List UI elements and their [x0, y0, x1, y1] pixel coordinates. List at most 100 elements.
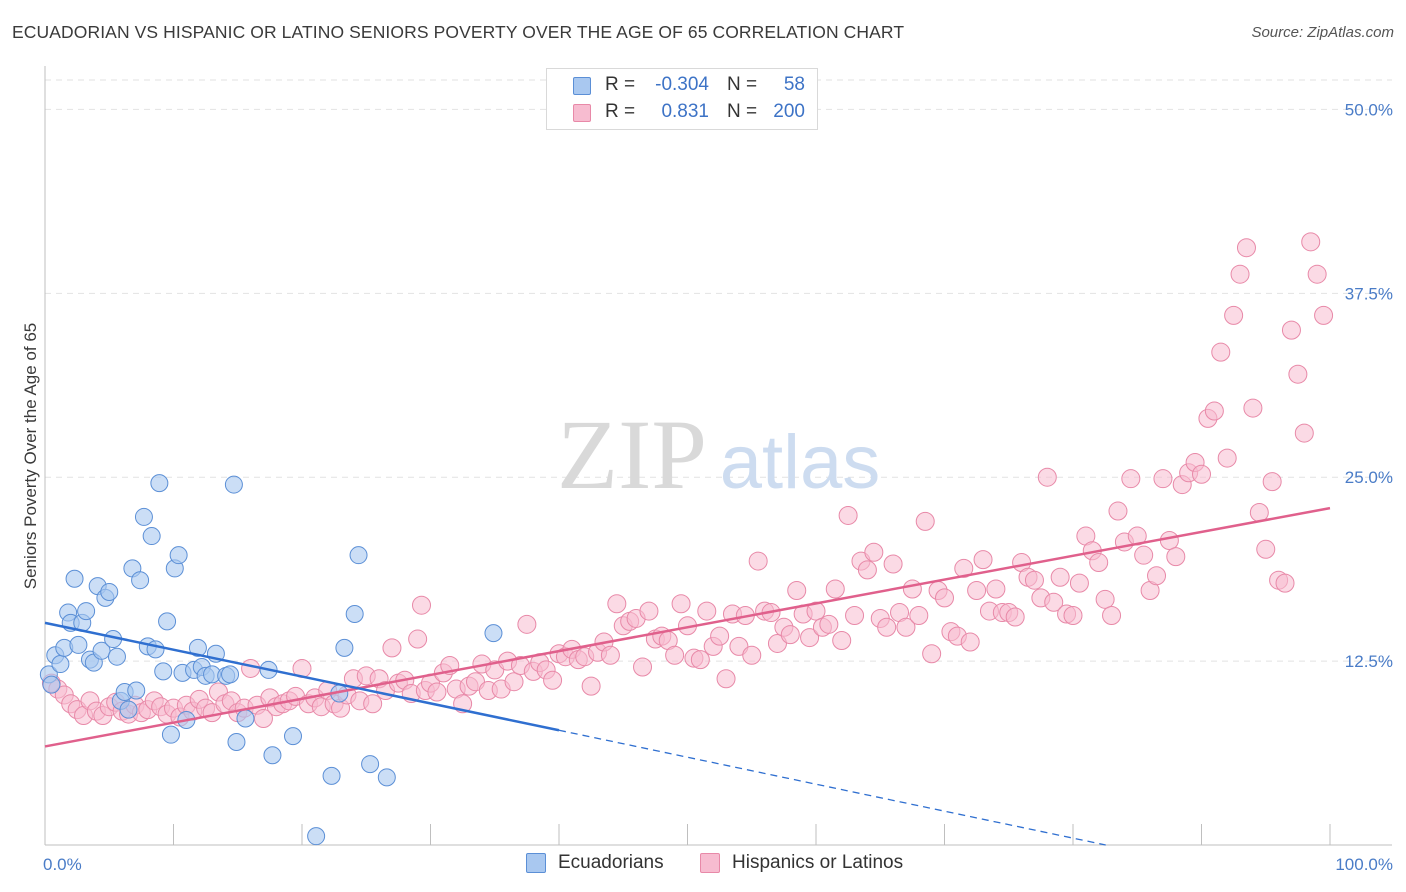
hispanic-point	[1224, 305, 1244, 325]
hispanic-point	[864, 542, 884, 562]
hispanic-point	[1307, 264, 1327, 284]
y-tick-label: 50.0%	[1345, 100, 1393, 119]
hispanic-point	[1288, 364, 1308, 384]
hispanic-point	[504, 672, 524, 692]
hispanic-point	[412, 595, 432, 615]
hispanic-point	[1262, 472, 1282, 492]
y-axis-title: Seniors Poverty Over the Age of 65	[21, 323, 40, 589]
hispanic-point	[1204, 401, 1224, 421]
ecuadorian-point	[236, 709, 255, 728]
ecuadorian-point	[51, 655, 70, 674]
ecuadorian-point	[154, 662, 173, 681]
ecuadorian-point	[142, 527, 161, 546]
ecuadorian-point	[349, 546, 368, 565]
ecuadorian-point	[284, 727, 303, 746]
axis-layer	[44, 66, 1392, 846]
hispanic-point	[1102, 606, 1122, 625]
ecuadorian-point	[377, 768, 396, 787]
chart-source: Source: ZipAtlas.com	[1251, 24, 1394, 41]
hispanic-point	[800, 628, 820, 648]
ecuadorian-trend-extension	[558, 729, 1106, 846]
x-tick-label: 0.0%	[43, 855, 82, 874]
ecuadorian-point	[127, 681, 146, 700]
hispanic-point	[665, 645, 685, 665]
bottom-legend-swatch-pink	[700, 853, 720, 873]
bottom-legend: Ecuadorians Hispanics or Latinos	[0, 851, 1406, 879]
hispanic-point	[902, 579, 922, 599]
hispanic-point	[697, 601, 717, 621]
tick-labels: 12.5% 25.0% 37.5% 50.0% 0.0% 100.0%	[43, 100, 1393, 874]
hispanic-point	[986, 579, 1006, 599]
hispanic-point	[806, 601, 826, 621]
hispanic-point	[915, 511, 935, 531]
hispanic-point	[1230, 264, 1250, 284]
hispanic-point	[973, 550, 993, 570]
hispanic-point	[1159, 530, 1179, 550]
hispanic-point	[748, 551, 768, 571]
ecuadorian-point	[484, 624, 503, 643]
hispanic-point	[967, 580, 987, 600]
legend-n-value: 200	[773, 101, 805, 122]
hispanic-point	[241, 658, 261, 678]
hispanic-point	[1108, 501, 1128, 521]
ecuadorian-point	[322, 766, 341, 785]
hispanic-point	[1243, 398, 1263, 418]
ecuadorian-point	[263, 746, 282, 765]
ecuadorian-point	[131, 571, 150, 590]
hispanic-point	[1166, 547, 1186, 567]
ecuadorian-point	[221, 665, 240, 684]
legend-r-value: -0.304	[655, 74, 709, 95]
hispanic-point	[1095, 589, 1115, 609]
legend-r-label: R =	[605, 74, 636, 95]
grid-layer	[45, 79, 1392, 662]
legend-n-label: N =	[727, 74, 758, 95]
ecuadorian-point	[345, 605, 364, 624]
hispanic-point	[780, 625, 800, 645]
y-tick-label: 12.5%	[1345, 652, 1393, 671]
ecuadorian-point	[107, 647, 126, 666]
hispanic-point	[1314, 305, 1334, 325]
x-tick-label: 100.0%	[1335, 855, 1393, 874]
ecuadorian-point	[77, 602, 96, 621]
y-tick-label: 37.5%	[1345, 284, 1393, 303]
ecuadorian-point	[161, 725, 180, 744]
hispanic-point	[363, 694, 383, 714]
legend-row-ecuadorians: R = -0.304 N = 58	[547, 74, 817, 100]
hispanic-point	[742, 645, 762, 665]
hispanic-point	[1121, 469, 1141, 489]
hispanic-point	[1050, 567, 1070, 587]
hispanic-point	[1134, 545, 1154, 565]
hispanic-point	[1147, 566, 1167, 586]
hispanic-point	[857, 560, 877, 580]
ecuadorian-point	[92, 641, 111, 660]
ecuadorian-point	[134, 507, 153, 526]
ecuadorian-point	[335, 638, 354, 657]
watermark-zip: ZIP	[557, 399, 707, 510]
ecuadorian-point	[307, 827, 326, 846]
hispanic-point	[1089, 553, 1109, 573]
hispanic-point	[581, 676, 601, 696]
ecuadorian-point	[119, 700, 138, 719]
hispanic-point	[960, 632, 980, 652]
legend-n-label: N =	[727, 101, 758, 122]
hispanic-point	[1294, 423, 1314, 443]
hispanic-point	[1037, 467, 1057, 487]
hispanic-point	[1301, 232, 1321, 252]
watermark: ZIP atlas	[557, 399, 880, 510]
hispanic-point	[1005, 607, 1025, 627]
ecuadorian-point	[69, 635, 88, 654]
ecuadorian-point	[146, 640, 165, 659]
hispanic-point	[382, 638, 402, 658]
hispanic-point	[1063, 606, 1083, 625]
hispanic-point	[787, 580, 807, 600]
ecuadorian-point	[65, 569, 84, 588]
hispanic-point	[639, 601, 659, 621]
hispanic-point	[883, 554, 903, 574]
hispanic-point	[427, 682, 447, 702]
hispanic-point	[1236, 238, 1256, 258]
hispanic-point	[1192, 464, 1211, 484]
hispanic-point	[543, 670, 563, 690]
hispanic-point	[896, 617, 916, 637]
y-tick-label: 25.0%	[1345, 468, 1393, 487]
legend-swatch-blue	[573, 77, 591, 95]
